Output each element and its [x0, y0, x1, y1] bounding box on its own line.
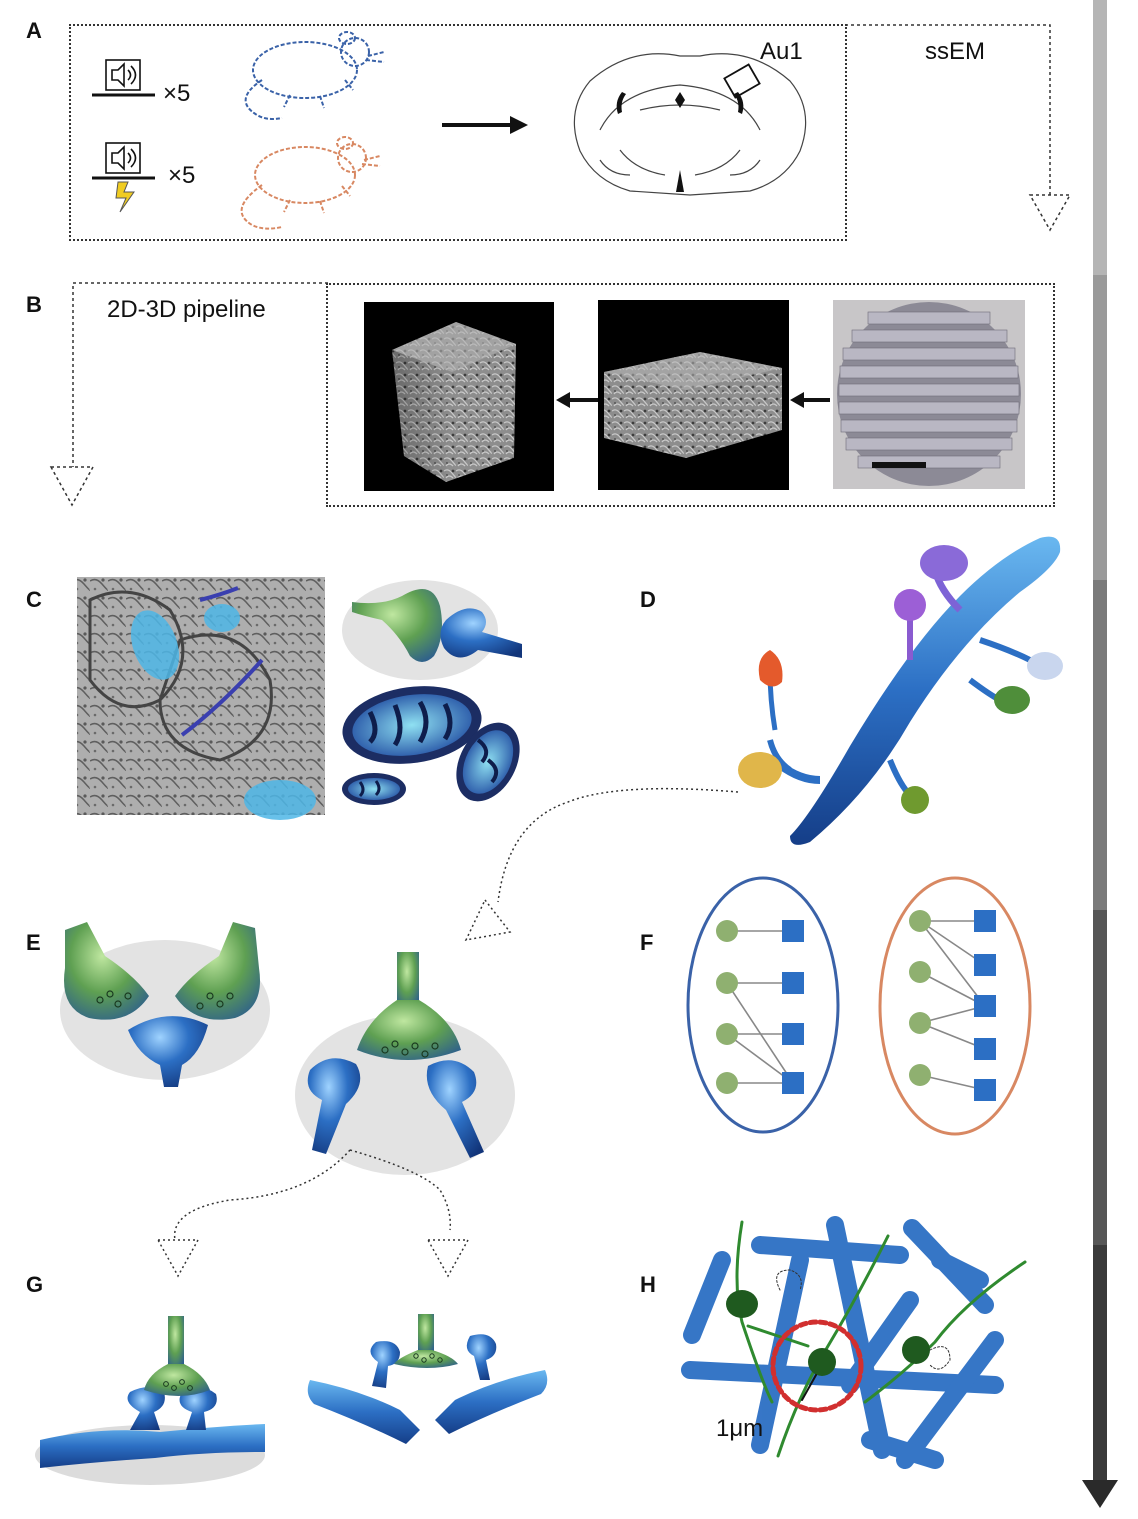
- synapse-model-icon: [342, 580, 522, 680]
- multi-presynaptic-model-icon: [60, 922, 270, 1087]
- presynaptic-node-right-3: [909, 1064, 931, 1086]
- postsynaptic-node-right-0: [974, 910, 996, 932]
- conditioned-connectivity-oval: [880, 878, 1030, 1134]
- postsynaptic-node-right-1: [974, 954, 996, 976]
- postsynaptic-node-left-1: [782, 972, 804, 994]
- two-dendrite-spine-model-icon: [308, 1314, 548, 1444]
- postsynaptic-node-left-2: [782, 1023, 804, 1045]
- multi-postsynaptic-model-icon: [295, 952, 515, 1175]
- postsynaptic-node-right-2: [974, 995, 996, 1017]
- e-to-g-left-arrow: [158, 1240, 198, 1276]
- e-to-g-right-arrow: [428, 1240, 468, 1276]
- postsynaptic-node-right-3: [974, 1038, 996, 1060]
- mitochondria-icon: [337, 678, 532, 813]
- presynaptic-node-left-0: [716, 920, 738, 942]
- postsynaptic-node-right-4: [974, 1079, 996, 1101]
- postsynaptic-node-left-3: [782, 1072, 804, 1094]
- em-micrograph-image: [77, 577, 325, 820]
- scale-bar-label: 1μm: [716, 1415, 763, 1443]
- presynaptic-node-right-1: [909, 961, 931, 983]
- presynaptic-node-left-2: [716, 1023, 738, 1045]
- presynaptic-node-right-0: [909, 910, 931, 932]
- postsynaptic-node-left-0: [782, 920, 804, 942]
- control-connectivity-oval: [688, 878, 838, 1132]
- presynaptic-node-right-2: [909, 1012, 931, 1034]
- d-to-e-arrow: [466, 900, 510, 940]
- presynaptic-node-left-1: [716, 972, 738, 994]
- presynaptic-node-left-3: [716, 1072, 738, 1094]
- dendrite-reconstruction-icon: [738, 537, 1063, 845]
- single-spine-pair-model-icon: [35, 1316, 265, 1485]
